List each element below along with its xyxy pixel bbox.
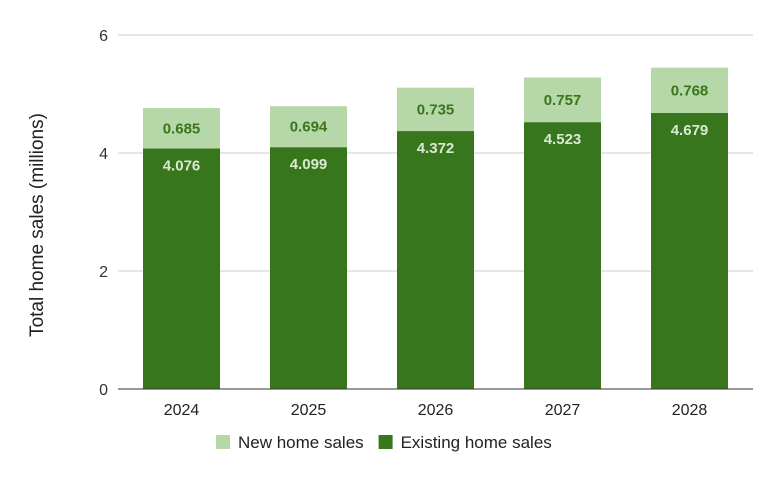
y-tick-label: 4 [99, 146, 108, 163]
legend-swatch-new [216, 435, 230, 449]
bar-new-2028 [651, 67, 728, 113]
bar-new-2025 [270, 106, 347, 148]
bar-new-2026 [397, 87, 474, 132]
data-label: 0.757 [544, 92, 582, 109]
data-label: 0.735 [417, 101, 455, 118]
data-label: 4.372 [417, 140, 455, 157]
data-label: 0.694 [290, 119, 328, 136]
y-tick-label: 6 [99, 28, 108, 45]
x-tick-label: 2024 [164, 402, 200, 419]
y-tick-label: 0 [99, 382, 108, 399]
data-label: 4.099 [290, 156, 328, 173]
data-label: 0.685 [163, 120, 201, 137]
bar-existing-2027 [524, 122, 601, 389]
x-axis-ticks: 2024 2025 2026 2027 2028 [164, 402, 708, 419]
data-label: 0.768 [671, 82, 709, 99]
bar-existing-2024 [143, 148, 220, 389]
x-tick-label: 2026 [418, 402, 454, 419]
x-tick-label: 2025 [291, 402, 327, 419]
bar-existing-2028 [651, 112, 728, 390]
legend-label: Existing home sales [401, 433, 552, 452]
data-label: 4.076 [163, 158, 201, 175]
bar-new-2024 [143, 108, 220, 149]
bars: 4.076 0.685 4.099 0.694 4.372 0.735 4.523 0.757… [143, 67, 728, 390]
data-label: 4.679 [671, 122, 709, 139]
y-axis-label: Total home sales (millions) [27, 113, 48, 337]
legend-label: New home sales [238, 433, 364, 452]
y-tick-label: 2 [99, 264, 108, 281]
x-tick-label: 2027 [545, 402, 581, 419]
bar-existing-2026 [397, 131, 474, 389]
bar-new-2027 [524, 77, 601, 123]
legend: New home sales Existing home sales [216, 433, 552, 452]
x-tick-label: 2028 [672, 402, 708, 419]
data-label: 4.523 [544, 131, 582, 148]
bar-existing-2025 [270, 147, 347, 389]
legend-swatch-existing [378, 435, 393, 449]
y-axis-ticks: 0 2 4 6 [99, 28, 108, 399]
